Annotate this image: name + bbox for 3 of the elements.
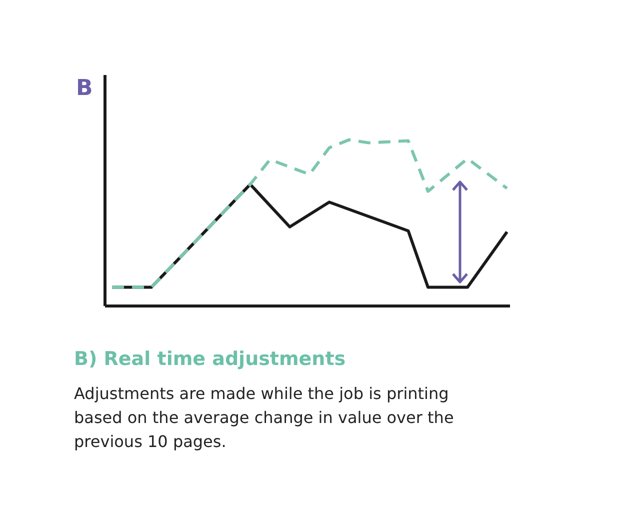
y-axis-title: B <box>76 76 93 101</box>
text: B) Real time adjustments <box>74 348 347 370</box>
text: Adjustments are made while the job is printing based on the average change in value over the previous 10 pages. <box>74 383 455 453</box>
